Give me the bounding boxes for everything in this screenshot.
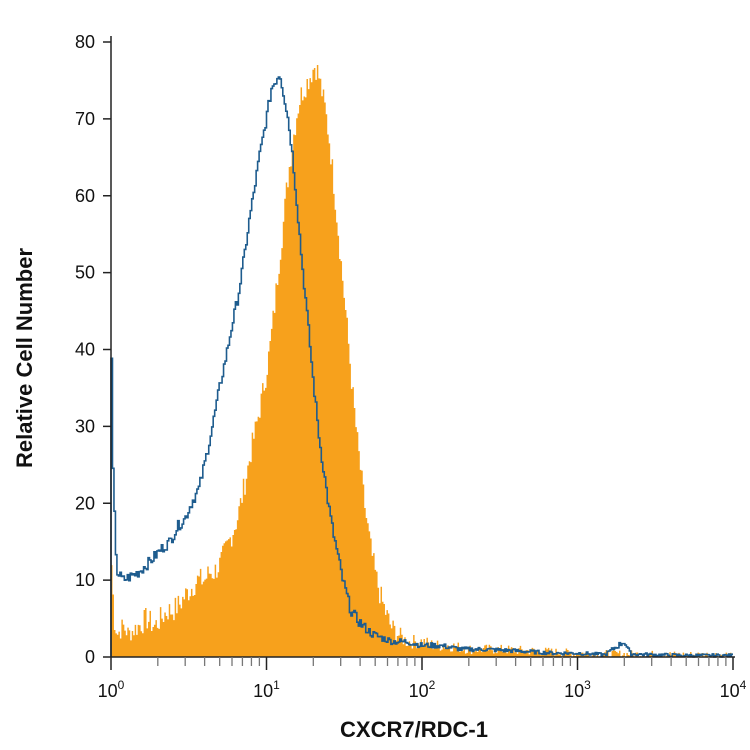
y-tick-label: 50	[75, 263, 95, 283]
y-tick-label: 20	[75, 493, 95, 513]
x-tick-label: 101	[253, 678, 280, 701]
y-tick-label: 80	[75, 32, 95, 52]
y-tick-label: 0	[85, 647, 95, 667]
x-tick-label: 100	[98, 678, 125, 701]
y-tick-label: 40	[75, 340, 95, 360]
x-axis-title: CXCR7/RDC-1	[340, 717, 488, 742]
outline-histogram-series	[110, 76, 733, 658]
y-tick-label: 70	[75, 109, 95, 129]
y-tick-label: 60	[75, 186, 95, 206]
y-tick-label: 30	[75, 416, 95, 436]
axes: 0 10 20 30 40 50 60 70 80 100 101 102 103 104	[75, 32, 747, 701]
x-tick-label: 102	[409, 678, 436, 701]
plot-area	[110, 65, 733, 658]
filled-histogram-series	[111, 65, 733, 657]
x-tick-label: 104	[720, 678, 747, 701]
y-axis-title: Relative Cell Number	[12, 248, 37, 469]
y-tick-label: 10	[75, 570, 95, 590]
x-tick-label: 103	[564, 678, 591, 701]
